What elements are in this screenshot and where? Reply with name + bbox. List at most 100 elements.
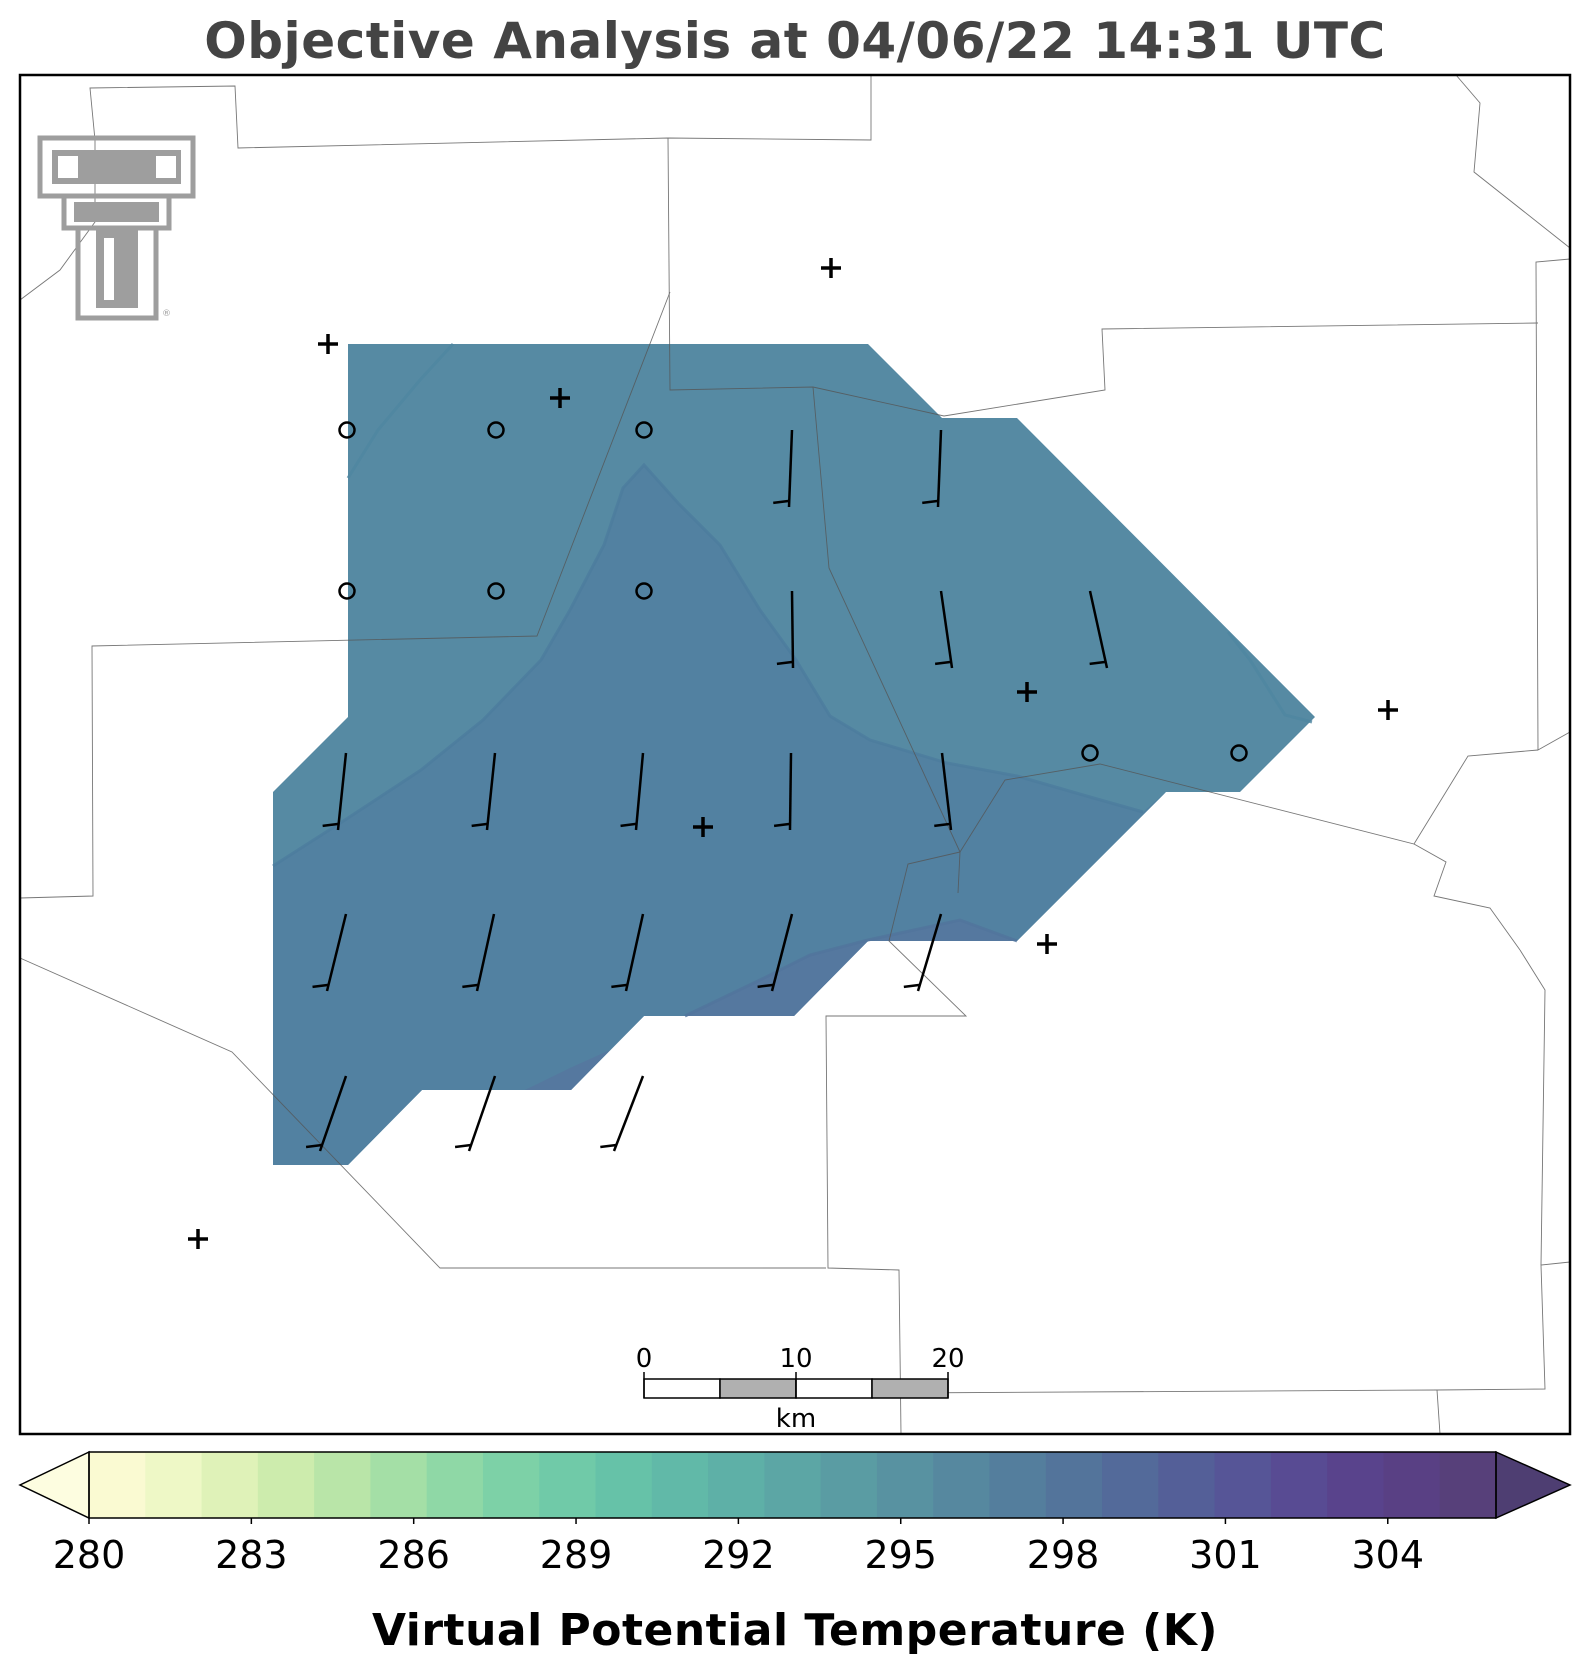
calm-wind-circle [635,582,653,600]
wind-barb-flag [1089,660,1106,666]
wind-barb-flag [611,983,628,989]
colorbar-segment [1158,1452,1216,1518]
wind-barb-flag [903,983,920,989]
wind-barb-shaft [634,752,645,831]
colorbar-segment [651,1452,709,1518]
colorbar-border [88,1451,1497,1519]
wind-barb-shaft [485,752,497,831]
colorbar-tick-label: 304 [1352,1533,1425,1577]
wind-barb-shaft [336,752,348,831]
colorbar-tick-label: 298 [1027,1533,1100,1577]
contour-line [1226,631,1313,724]
station-marker [550,388,570,408]
scale-label-0: 0 [636,1344,653,1374]
wind-barb-shaft [1088,590,1109,669]
colorbar-segment [370,1452,428,1518]
map-title: Objective Analysis at 04/06/22 14:31 UTC [204,12,1386,70]
colorbar-segment [1439,1452,1497,1518]
wind-barb-flag [600,1143,617,1149]
colorbar-segment [1102,1452,1159,1518]
calm-wind-circle [1230,744,1248,762]
contour-line [272,462,1144,868]
wind-barb-flag [454,1143,472,1149]
colorbar-tick-label: 280 [53,1533,126,1577]
colorbar-tick-label: 295 [864,1533,937,1577]
wind-barb-shaft [790,590,795,669]
colorbar-tick-label: 301 [1189,1533,1262,1577]
wind-barb-flag [922,499,939,505]
wind-barb-shaft [936,429,943,508]
wind-barb-flag [312,983,329,989]
colorbar-segment [145,1452,203,1518]
colorbar-segment [1270,1452,1328,1518]
contour-line [346,342,455,479]
wind-barb-flag [757,983,774,989]
contour-line [684,918,1018,1018]
colorbar-tick-label: 289 [540,1533,613,1577]
wind-barb-flag [322,822,339,828]
colorbar-segment [1214,1452,1272,1518]
double-t-logo: ® [37,135,196,321]
colorbar-segment [89,1452,146,1518]
colorbar-extend-high [1495,1450,1572,1520]
station-markers [188,258,1398,1249]
wind-barb-shaft [325,913,348,992]
wind-barb-flag [934,822,951,828]
colorbar-segment [933,1452,991,1518]
colorbar-segment [482,1452,540,1518]
wind-barb-shaft [475,913,496,992]
scale-unit: km [776,1404,816,1434]
colorbar-segment [764,1452,822,1518]
wind-barb-flag [462,983,479,989]
calm-wind-circle [338,582,356,600]
calm-wind-circle [338,421,356,439]
wind-barb-shaft [787,429,794,508]
scale-label-20: 20 [931,1344,964,1374]
station-marker [1037,934,1057,954]
wind-barb-shaft [318,1075,348,1152]
scale-bar: 0 10 20 km [636,1344,965,1434]
colorbar-segment [820,1452,878,1518]
wind-barb-shaft [916,913,943,992]
station-marker [821,258,841,278]
colorbar-tick-label: 283 [215,1533,288,1577]
colorbar: 280 283 286 289 292 295 298 301 304 [18,1450,1572,1577]
wind-barb-shaft [939,590,954,669]
wind-barb-shaft [770,913,794,992]
wind-barb-shaft [788,752,793,831]
analysis-fill-inner [273,465,1166,1165]
station-marker [318,334,338,354]
wind-barb-flag [773,822,791,828]
calm-wind-circle [635,421,653,439]
colorbar-tick-label: 292 [702,1533,775,1577]
colorbar-segment [1045,1452,1103,1518]
calm-wind-circle [1081,744,1099,762]
colorbar-segment [539,1452,597,1518]
colorbar-segment [201,1452,259,1518]
analysis-fill-darkest [685,920,1017,1016]
scale-label-10: 10 [779,1344,812,1374]
station-marker [188,1229,208,1249]
wind-barb-shaft [624,913,645,992]
colorbar-segment [314,1452,371,1518]
wind-barb-flag [305,1143,323,1149]
colorbar-segment [876,1452,934,1518]
colorbar-segment [426,1452,484,1518]
wind-barbs [305,421,1248,1152]
colorbar-segment [1383,1452,1441,1518]
colorbar-segment [595,1452,653,1518]
colorbar-label: Virtual Potential Temperature (K) [371,1605,1218,1656]
colorbar-segment [989,1452,1047,1518]
analysis-fill-darkest-2 [525,1050,610,1090]
map-frame-border [18,73,1572,1436]
wind-barb-flag [620,822,637,828]
station-marker [1017,682,1037,702]
wind-barb-shaft [612,1075,645,1152]
colorbar-extend-low [18,1450,90,1520]
colorbar-tick-label: 286 [377,1533,450,1577]
calm-wind-circle [487,582,505,600]
svg-text:®: ® [162,309,171,319]
wind-barb-flag [471,822,488,828]
colorbar-segment [257,1452,315,1518]
